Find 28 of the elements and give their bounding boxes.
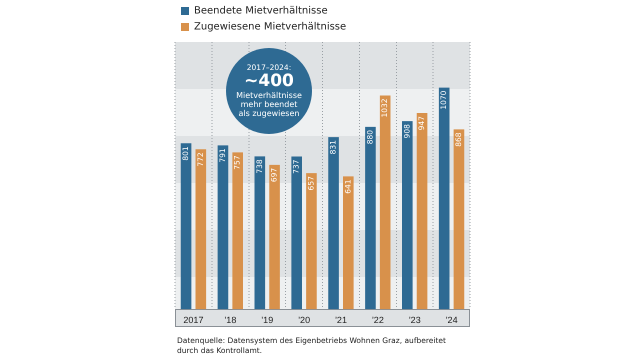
x-tick-label: ’18 [224, 315, 236, 326]
x-tick-label: ’24 [446, 315, 458, 326]
x-tick-label: ’20 [298, 315, 310, 326]
legend-label: Zugewiesene Mietverhältnisse [194, 22, 346, 33]
bar [306, 173, 317, 310]
x-tick-label: ’21 [334, 315, 347, 326]
annotation: Mietverhältnisse mehr beendet als zugewiesen [235, 90, 303, 118]
x-tick-label: ’22 [372, 315, 384, 326]
bar [454, 129, 464, 310]
bar [416, 113, 428, 310]
bar [232, 152, 243, 310]
x-tick-label: ’19 [261, 315, 274, 326]
bar [343, 176, 354, 310]
bar [402, 121, 413, 310]
bar [380, 95, 390, 310]
bar [218, 145, 228, 310]
bar [180, 143, 192, 310]
x-tick-label: 2017 [183, 315, 204, 326]
bar [291, 156, 302, 310]
x-tick-label: ’23 [408, 315, 421, 326]
bar [269, 164, 280, 310]
legend-label: Beendete Mietverhältnisse [194, 6, 328, 17]
bar [328, 137, 339, 310]
bar [365, 126, 376, 310]
bar [196, 149, 206, 310]
bar [254, 156, 266, 310]
annotation: ~400 [244, 71, 294, 92]
bar [438, 88, 450, 310]
